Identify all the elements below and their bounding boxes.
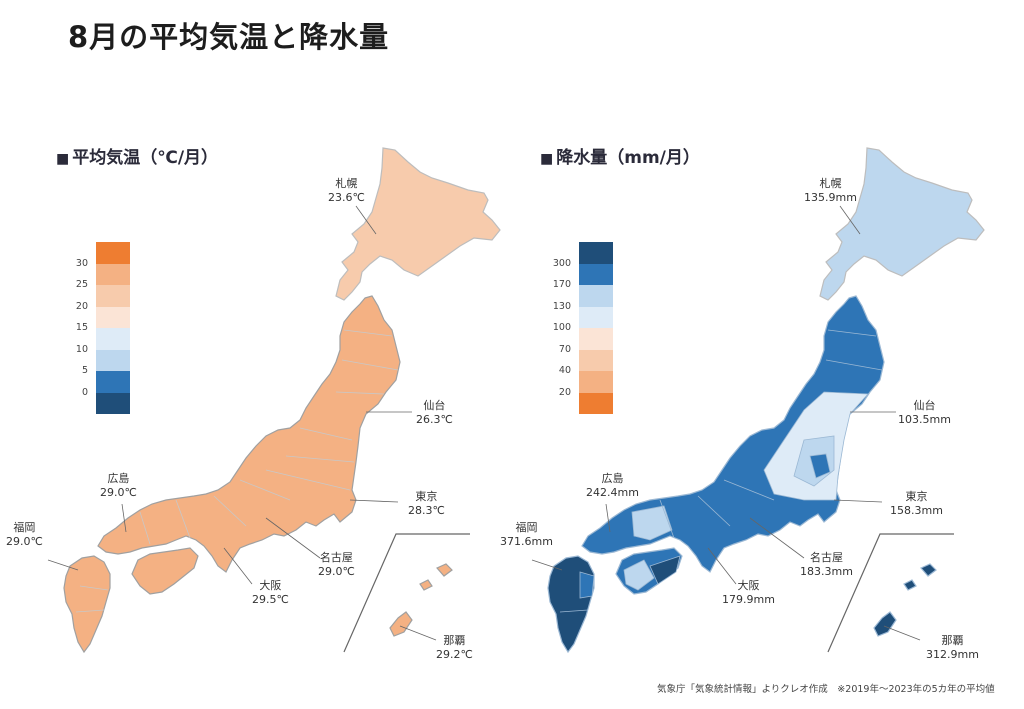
legend-tick-label: 70 [558,343,571,355]
city-label-hiroshima: 広島 242.4mm [586,472,639,499]
city-label-sapporo: 札幌 23.6℃ [328,177,365,204]
kyushu-region [547,555,595,653]
city-label-fukuoka: 福岡 371.6mm [500,521,553,548]
legend-tick-label: 20 [75,300,88,312]
legend-swatch [96,392,130,414]
legend-swatch [96,328,130,350]
okinawa-inset-frame [343,533,470,653]
legend-swatch [96,242,130,264]
legend-tick-label: 100 [552,322,571,333]
kyushu-region [63,555,111,653]
legend-swatch [96,263,130,285]
legend-tick-label: 40 [558,365,571,376]
hokkaido-region [335,147,501,301]
legend-swatch [579,349,613,371]
legend-tick-label: 10 [75,343,88,355]
city-label-fukuoka: 福岡 29.0℃ [6,521,43,548]
page-title: 8月の平均気温と降水量 [68,20,390,54]
square-bullet-icon: ■ [56,151,70,167]
legend-tick-label: 5 [81,365,88,376]
city-label-sapporo: 札幌 135.9mm [804,177,857,204]
okinawa-inset-frame [827,533,954,653]
gunma-region [809,453,831,479]
city-label-naha: 那覇 312.9mm [926,634,979,661]
oita-region [579,571,595,599]
legend-tick-label: 15 [75,322,88,333]
precipitation-legend [579,242,613,414]
temperature-japan-map [47,147,501,653]
legend-swatch [579,263,613,285]
city-label-nagoya: 名古屋 29.0℃ [318,551,355,578]
prefecture-borders [559,329,883,613]
prefecture-borders [75,329,399,613]
city-label-osaka: 大阪 179.9mm [722,579,775,606]
honshu-region [97,295,401,573]
hokkaido-region [819,147,985,301]
source-footnote: 気象庁「気象統計情報」よりクレオ作成 ※2019年〜2023年の5カ年の平均値 [657,684,995,695]
legend-tick-label: 30 [75,257,88,269]
legend-swatch [579,328,613,350]
city-label-tokyo: 東京 28.3℃ [408,490,445,517]
legend-swatch [96,349,130,371]
precipitation-japan-map [531,147,985,653]
legend-swatch [579,242,613,264]
city-label-sendai: 仙台 26.3℃ [416,399,453,426]
legend-swatch [96,371,130,393]
legend-tick-label: 0 [81,386,88,398]
temperature-panel-title: ■ 平均気温（℃/月） [56,143,218,168]
temperature-legend [96,242,130,414]
okayama-region [631,505,673,541]
shikoku-north-region [623,559,655,591]
okinawa-region [873,563,937,637]
legend-swatch [579,306,613,328]
square-bullet-icon: ■ [540,151,554,167]
precipitation-title-text: 降水量（mm/月） [556,148,700,168]
legend-swatch [579,392,613,414]
city-label-tokyo: 東京 158.3mm [890,490,943,517]
precipitation-leader-lines [531,205,921,641]
precipitation-panel-title: ■ 降水量（mm/月） [540,143,700,168]
temperature-title-text: 平均気温（℃/月） [72,148,219,168]
legend-swatch [579,371,613,393]
legend-swatch [96,285,130,307]
kochi-region [649,555,681,585]
shikoku-region [131,547,199,595]
city-label-osaka: 大阪 29.5℃ [252,579,289,606]
city-label-sendai: 仙台 103.5mm [898,399,951,426]
legend-tick-label: 170 [552,279,571,290]
legend-swatch [579,285,613,307]
legend-tick-label: 20 [558,386,571,398]
temperature-leader-lines [47,205,437,641]
city-label-nagoya: 名古屋 183.3mm [800,551,853,578]
okinawa-region [389,563,453,637]
legend-tick-label: 130 [552,300,571,312]
city-label-hiroshima: 広島 29.0℃ [100,472,137,499]
legend-tick-label: 300 [552,257,571,269]
legend-swatch [96,306,130,328]
legend-tick-label: 25 [75,279,88,290]
city-label-naha: 那覇 29.2℃ [436,634,473,661]
